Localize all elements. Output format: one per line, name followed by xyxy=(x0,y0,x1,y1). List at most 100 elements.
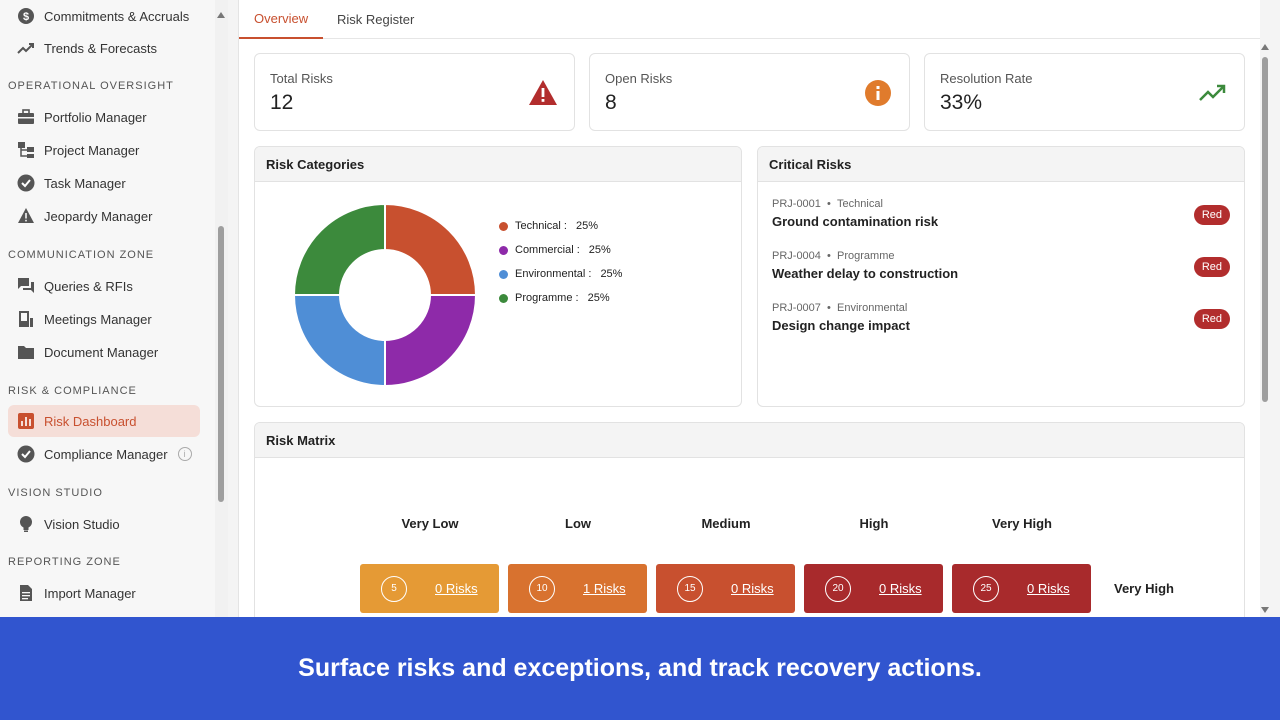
separator: • xyxy=(827,302,831,314)
legend-item-programme: Programme : 25% xyxy=(499,286,622,310)
critical-risks-card: Critical Risks PRJ-0001 • Technical Grou… xyxy=(757,146,1245,407)
lightbulb-icon xyxy=(16,514,36,534)
risk-categories-card: Risk Categories Technical : 25% Commerci… xyxy=(254,146,742,407)
check-circle-icon xyxy=(16,173,36,193)
risk-category: Environmental xyxy=(837,302,908,314)
trend-up-icon xyxy=(1198,78,1228,108)
sidebar-item-trends[interactable]: Trends & Forecasts xyxy=(8,32,200,64)
document-icon xyxy=(16,583,36,603)
status-badge: Red xyxy=(1193,257,1230,277)
sidebar-item-portfolio[interactable]: Portfolio Manager xyxy=(8,101,200,133)
warning-icon xyxy=(16,206,36,226)
sidebar-item-label: Portfolio Manager xyxy=(44,109,147,125)
sidebar-item-queries[interactable]: Queries & RFIs xyxy=(8,270,200,302)
matrix-cell[interactable]: 10 1 Risks xyxy=(508,564,647,613)
sidebar-item-project[interactable]: Project Manager xyxy=(8,134,200,166)
risk-meta: PRJ-0001 • Technical xyxy=(772,198,1232,210)
sidebar-item-label: Meetings Manager xyxy=(44,311,152,327)
legend-item-commercial: Commercial : 25% xyxy=(499,238,622,262)
banner-text: Surface risks and exceptions, and track … xyxy=(298,654,982,682)
tab-overview[interactable]: Overview xyxy=(239,0,324,39)
sidebar-scroll-thumb[interactable] xyxy=(218,226,224,502)
sidebar-item-label: Trends & Forecasts xyxy=(44,40,157,56)
matrix-column-header: Very High xyxy=(992,516,1052,531)
risk-count-link[interactable]: 0 Risks xyxy=(435,581,478,596)
risk-title: Ground contamination risk xyxy=(772,214,939,229)
risk-id: PRJ-0007 xyxy=(772,302,821,314)
risk-count-link[interactable]: 0 Risks xyxy=(879,581,922,596)
critical-risk-item[interactable]: PRJ-0004 • Programme Weather delay to co… xyxy=(772,250,1232,290)
sidebar-item-vision-studio[interactable]: Vision Studio xyxy=(8,508,200,540)
status-badge: Red xyxy=(1193,205,1230,225)
matrix-column-header: Low xyxy=(565,516,591,531)
dashboard-icon xyxy=(16,411,36,431)
sidebar-item-label: Task Manager xyxy=(44,175,126,191)
svg-text:$: $ xyxy=(23,11,29,23)
tab-risk-register[interactable]: Risk Register xyxy=(337,12,415,27)
sidebar-item-label: Risk Dashboard xyxy=(44,413,137,429)
sidebar-item-jeopardy[interactable]: Jeopardy Manager xyxy=(8,200,200,232)
info-icon[interactable]: i xyxy=(177,447,192,461)
tab-bar: Overview Risk Register xyxy=(239,0,1260,39)
risk-matrix-card: Risk Matrix Very Low Low Medium High Ver… xyxy=(254,422,1245,617)
card-title: Critical Risks xyxy=(758,147,1244,182)
trend-icon xyxy=(16,38,36,58)
donut-slice-environmental[interactable] xyxy=(292,294,386,388)
section-risk-compliance: RISK & COMPLIANCE xyxy=(8,385,137,397)
score-badge: 10 xyxy=(529,575,555,602)
section-reporting-zone: REPORTING ZONE xyxy=(8,556,121,568)
risk-category: Technical xyxy=(837,198,883,210)
risk-count-link[interactable]: 0 Risks xyxy=(1027,581,1070,596)
sidebar-item-commitments[interactable]: $ Commitments & Accruals xyxy=(8,0,200,32)
main-scroll-up[interactable] xyxy=(1261,44,1269,50)
chart-legend: Technical : 25% Commercial : 25% Environ… xyxy=(499,214,622,310)
kpi-value: 8 xyxy=(605,91,617,114)
score-badge: 25 xyxy=(973,575,999,602)
kpi-label: Resolution Rate xyxy=(940,71,1033,86)
sidebar-item-task[interactable]: Task Manager xyxy=(8,167,200,199)
risk-count-link[interactable]: 0 Risks xyxy=(731,581,774,596)
matrix-cell[interactable]: 15 0 Risks xyxy=(656,564,795,613)
sidebar-item-compliance[interactable]: Compliance Manager i xyxy=(8,438,200,470)
sidebar-item-risk-dashboard[interactable]: Risk Dashboard xyxy=(8,405,200,437)
main-scroll-thumb[interactable] xyxy=(1262,57,1268,402)
donut-slice-commercial[interactable] xyxy=(384,294,478,388)
risk-count-link[interactable]: 1 Risks xyxy=(583,581,626,596)
separator: • xyxy=(827,250,831,262)
matrix-cell[interactable]: 25 0 Risks xyxy=(952,564,1091,613)
legend-dot xyxy=(499,269,508,279)
warning-icon xyxy=(528,78,558,108)
critical-risk-item[interactable]: PRJ-0001 • Technical Ground contaminatio… xyxy=(772,198,1232,238)
main-scroll-down[interactable] xyxy=(1261,607,1269,613)
sidebar-item-label: Queries & RFIs xyxy=(44,278,133,294)
meeting-icon xyxy=(16,309,36,329)
matrix-cell[interactable]: 20 0 Risks xyxy=(804,564,943,613)
donut-slice-technical[interactable] xyxy=(384,202,478,296)
critical-risk-item[interactable]: PRJ-0007 • Environmental Design change i… xyxy=(772,302,1232,342)
sidebar-item-import-manager[interactable]: Import Manager xyxy=(8,577,200,609)
risk-meta: PRJ-0007 • Environmental xyxy=(772,302,1232,314)
donut-slice-programme[interactable] xyxy=(292,202,386,296)
chat-icon xyxy=(16,276,36,296)
legend-label: Programme : xyxy=(515,292,579,304)
sidebar-item-label: Import Manager xyxy=(44,585,136,601)
score-badge: 15 xyxy=(677,575,703,602)
matrix-cell[interactable]: 5 0 Risks xyxy=(360,564,499,613)
legend-dot xyxy=(499,293,508,303)
sidebar-item-meetings[interactable]: Meetings Manager xyxy=(8,303,200,335)
sidebar-scroll-up[interactable] xyxy=(217,12,225,18)
risk-id: PRJ-0001 xyxy=(772,198,821,210)
sidebar-item-label: Document Manager xyxy=(44,344,159,360)
kpi-resolution-rate: Resolution Rate 33% xyxy=(924,53,1245,131)
sidebar: $ Commitments & Accruals Trends & Foreca… xyxy=(0,0,215,617)
sidebar-item-label: Compliance Manager xyxy=(44,446,168,462)
separator: • xyxy=(827,198,831,210)
risk-title: Design change impact xyxy=(772,318,910,333)
matrix-row-label: Very High xyxy=(1114,581,1174,596)
sidebar-item-label: Vision Studio xyxy=(44,516,120,532)
legend-label: Environmental : xyxy=(515,268,592,280)
kpi-label: Open Risks xyxy=(605,71,673,86)
risk-id: PRJ-0004 xyxy=(772,250,821,262)
risk-category: Programme xyxy=(837,250,895,262)
sidebar-item-documents[interactable]: Document Manager xyxy=(8,336,200,368)
